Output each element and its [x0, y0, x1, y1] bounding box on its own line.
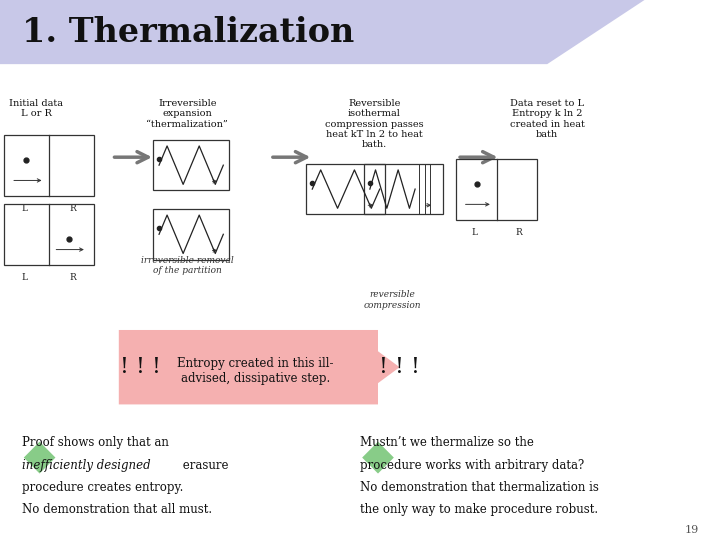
Text: erasure: erasure: [179, 458, 228, 471]
Text: the only way to make procedure robust.: the only way to make procedure robust.: [360, 503, 598, 516]
Text: Mustn’t we thermalize so the: Mustn’t we thermalize so the: [360, 436, 534, 449]
Text: L: L: [22, 204, 27, 213]
Text: L: L: [22, 273, 27, 282]
Text: Entropy created in this ill-
advised, dissipative step.: Entropy created in this ill- advised, di…: [177, 356, 334, 384]
Text: 1. Thermalization: 1. Thermalization: [22, 16, 354, 49]
Text: procedure creates entropy.: procedure creates entropy.: [22, 481, 183, 494]
Text: Data reset to L
Entropy k ln 2
created in heat
bath: Data reset to L Entropy k ln 2 created i…: [510, 99, 585, 139]
Bar: [4, 134, 94, 195]
Text: Reversible
isothermal
compression passes
heat kT ln 2 to heat
bath.: Reversible isothermal compression passes…: [325, 99, 423, 149]
Polygon shape: [24, 442, 55, 474]
Text: L: L: [472, 228, 478, 237]
Polygon shape: [0, 0, 648, 64]
Text: R: R: [70, 273, 76, 282]
Text: ! ! !: ! ! !: [120, 356, 161, 378]
Text: No demonstration that all must.: No demonstration that all must.: [22, 503, 212, 516]
Bar: [306, 164, 385, 214]
Polygon shape: [119, 330, 400, 404]
Text: R: R: [516, 228, 522, 237]
Bar: [456, 159, 537, 220]
Polygon shape: [362, 442, 394, 474]
Text: irreversible removal
of the partition: irreversible removal of the partition: [141, 255, 233, 275]
Text: reversible
compression: reversible compression: [364, 290, 421, 309]
Text: Irreversible
expansion
“thermalization”: Irreversible expansion “thermalization”: [146, 99, 228, 129]
Text: 19: 19: [684, 525, 698, 535]
Text: procedure works with arbitrary data?: procedure works with arbitrary data?: [360, 458, 584, 471]
Bar: [153, 209, 229, 260]
Text: Initial data
L or R: Initial data L or R: [9, 99, 63, 118]
Text: R: R: [70, 204, 76, 213]
Text: Proof shows only that an: Proof shows only that an: [22, 436, 168, 449]
Bar: [4, 204, 94, 265]
Bar: [364, 164, 443, 214]
Text: inefficiently designed: inefficiently designed: [22, 458, 150, 471]
Bar: [153, 140, 229, 191]
Text: No demonstration that thermalization is: No demonstration that thermalization is: [360, 481, 599, 494]
Text: ! ! !: ! ! !: [379, 356, 420, 378]
